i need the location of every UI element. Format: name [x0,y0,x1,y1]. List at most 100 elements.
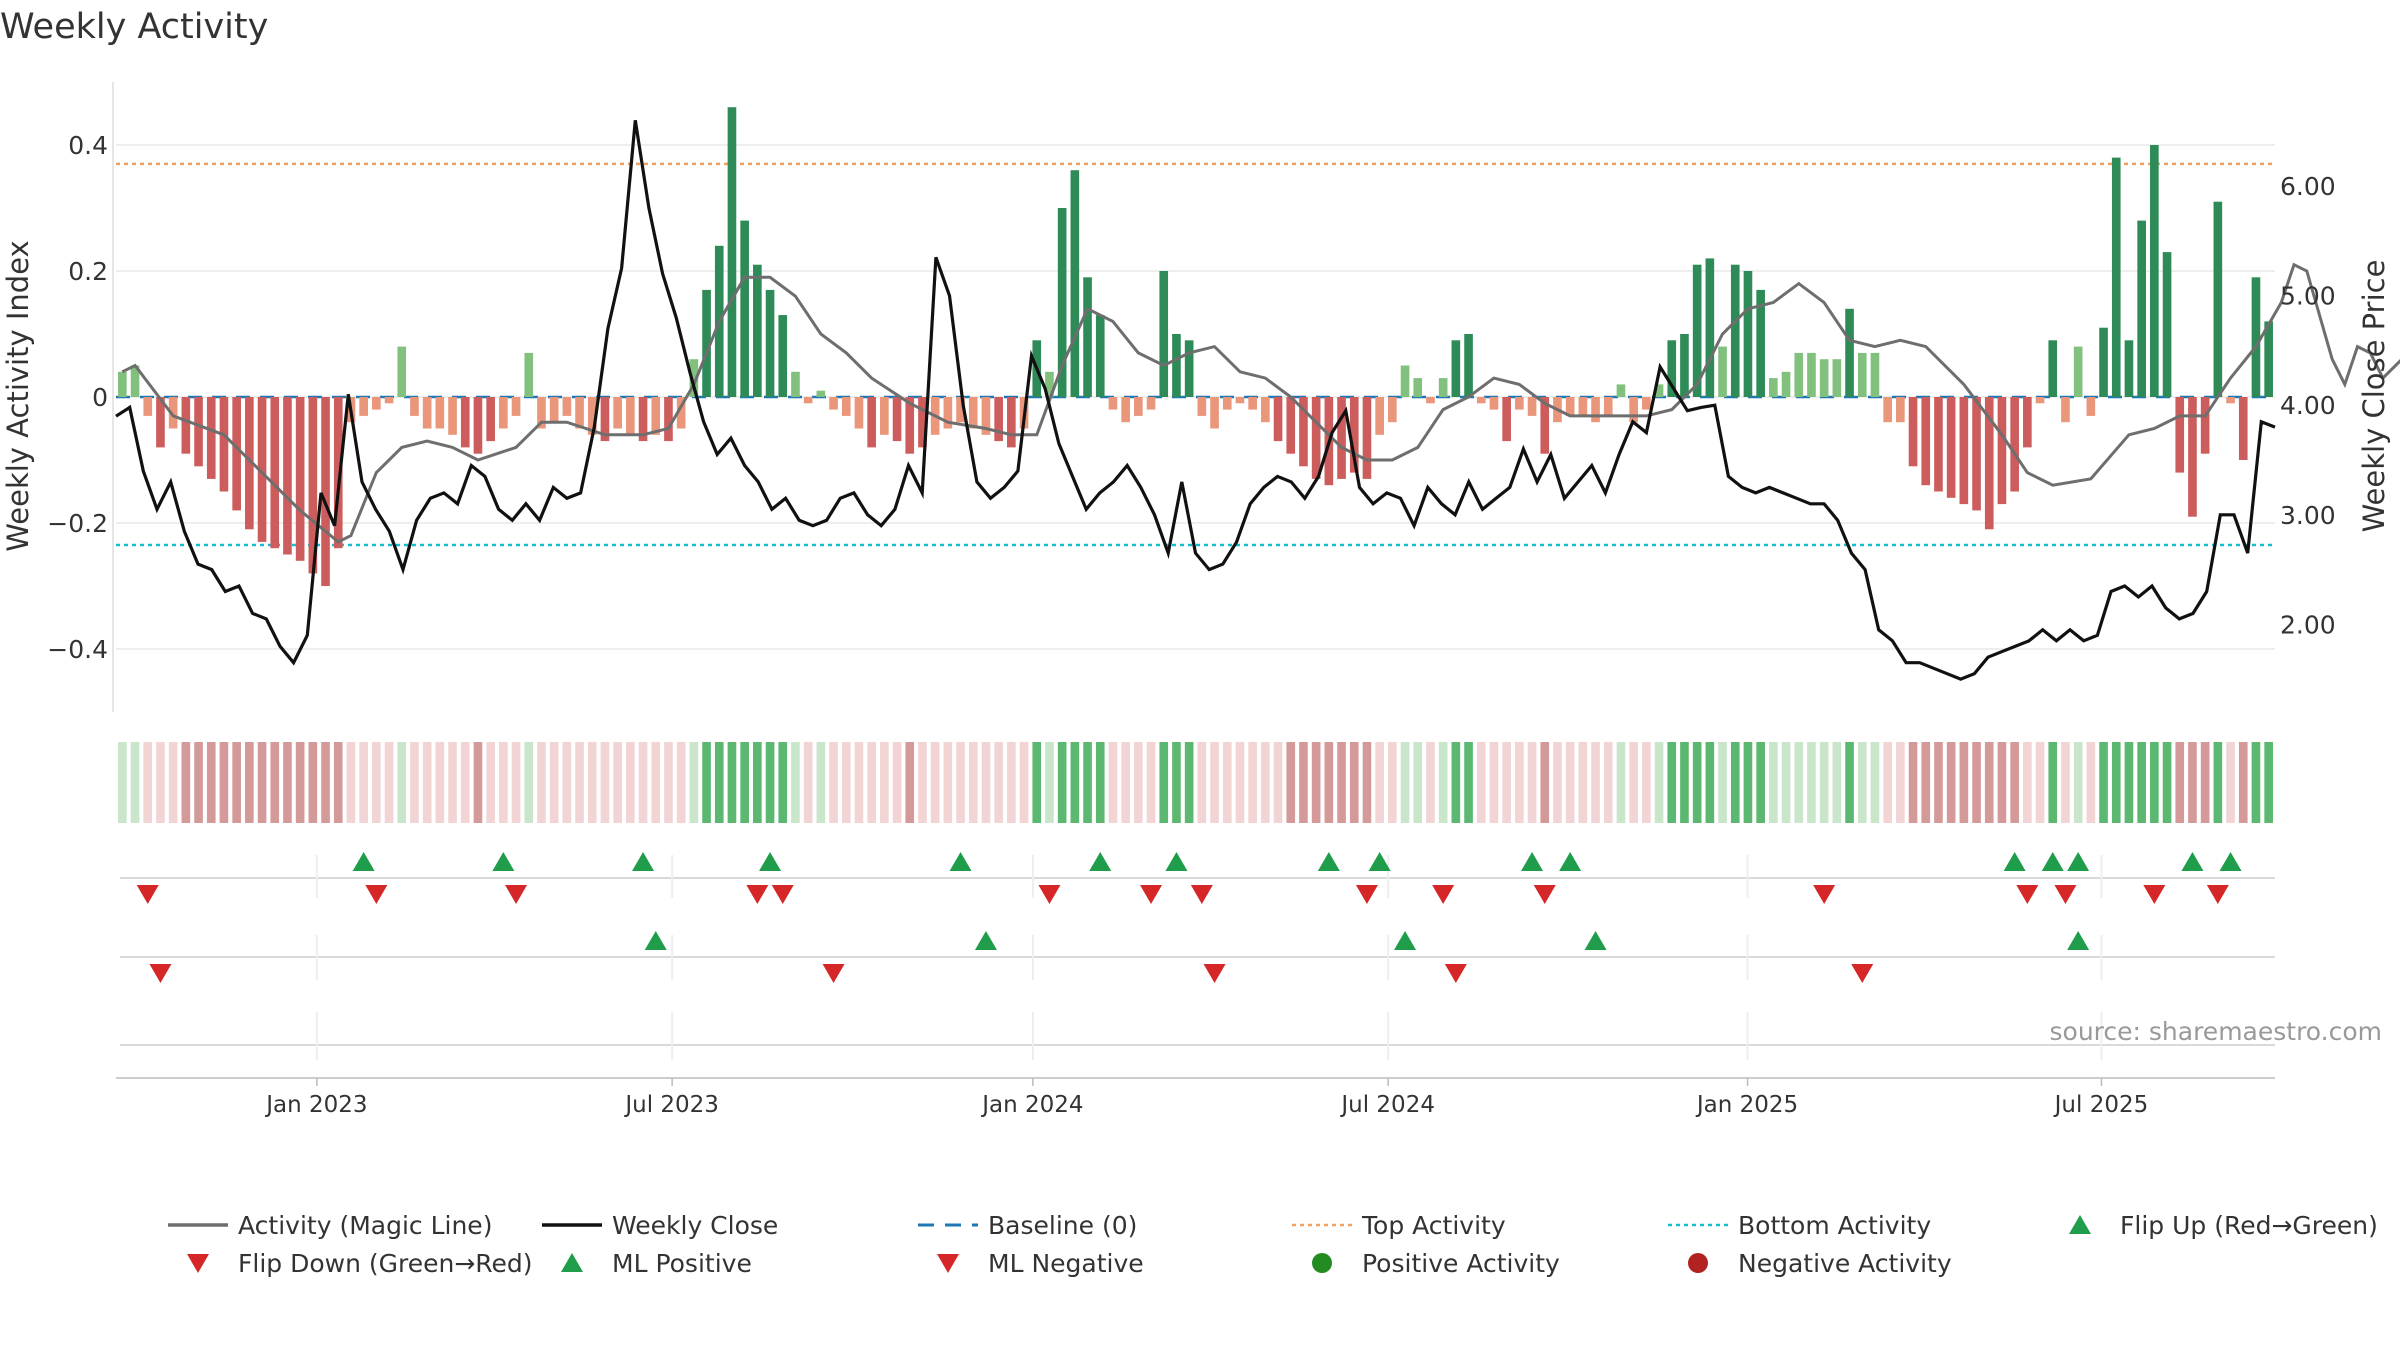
activity-bar [1578,397,1588,416]
strip-cell [778,742,788,823]
flip-up-marker [1089,852,1112,871]
strip-cell [295,742,305,823]
strip-cell [1997,742,2007,823]
strip-cell [206,742,216,823]
strip-cell [1553,742,1562,823]
strip-cell [372,742,381,823]
strip-cell [1197,742,1207,823]
activity-bar [2137,220,2146,397]
strip-cell [194,742,203,823]
strip-cell [2061,742,2070,823]
flip-up-marker [1317,852,1340,871]
strip-cell [1934,742,1943,823]
strip-cell [1349,742,1359,823]
activity-bar [651,397,661,435]
activity-bar [1261,397,1270,423]
strip-cell [486,742,495,823]
activity-bar [1807,352,1816,397]
activity-bar [1997,397,2007,505]
strip-cell [499,742,508,823]
x-tick-label: Jul 2025 [2053,1092,2149,1118]
activity-bar [1781,371,1791,397]
flip-down-marker [2016,885,2039,904]
strip-cell [1019,742,1029,823]
x-tick-label: Jan 2023 [264,1092,367,1118]
strip-cell [448,742,457,823]
activity-bar [1400,365,1410,397]
strip-cell [1083,742,1092,823]
strip-cell [2023,742,2032,823]
activity-bar [2226,397,2235,404]
strip-cell [1273,742,1283,823]
strip-cell [638,742,648,823]
activity-bar [1565,397,1575,416]
activity-bar [422,397,432,429]
strip-cell [2238,742,2248,823]
strip-cell [1286,742,1296,823]
strip-cell [841,742,851,823]
strip-cell [714,742,724,823]
activity-bar [1718,346,1727,397]
x-axis-ticks: Jan 2023 Jul 2023 Jan 2024 Jul 2024 Jan 2025… [264,1078,2148,1118]
activity-bar [880,397,889,435]
activity-bar [1591,397,1600,423]
legend-label: Baseline (0) [988,1211,1137,1240]
activity-bar [956,397,965,423]
strip-cell [2213,742,2223,823]
right-tick-label: 5.00 [2280,282,2336,311]
activity-bar [905,397,915,454]
strip-cell [1515,742,1524,823]
strip-cell [118,742,127,823]
activity-bar [1349,397,1359,473]
activity-bar [1222,397,1232,410]
activity-bar [1375,397,1384,435]
strip-cell [956,742,965,823]
activity-bar [295,397,305,561]
strip-cell [600,742,610,823]
activity-bar [1832,359,1842,397]
strip-cell [1007,742,1016,823]
activity-bar [499,397,508,429]
legend-item: Flip Down (Green→Red) [187,1249,533,1278]
strip-cell [1134,742,1143,823]
legend-label: ML Negative [988,1249,1144,1278]
strip-cell [867,742,876,823]
strip-cell [1248,742,1257,823]
activity-bar [410,397,419,416]
strip-cell [410,742,419,823]
activity-bar [740,220,749,397]
strip-cell [1235,742,1245,823]
strip-cell [283,742,292,823]
strip-cell [1629,742,1638,823]
activity-bar [994,397,1003,442]
activity-bar [753,264,762,397]
strip-cell [1959,742,1969,823]
activity-bar [460,397,470,448]
left-tick-label: 0.2 [68,257,108,286]
activity-bar [1184,340,1194,397]
strip-cell [1845,742,1854,823]
activity-bar [1908,397,1918,467]
activity-bar [587,397,597,435]
activity-bar [1426,397,1435,404]
activity-bar [727,107,737,397]
strip-cell [1172,742,1181,823]
flip-up-marker [1368,852,1391,871]
activity-bar [1413,378,1423,397]
flip-down-marker [746,885,769,904]
activity-bar [562,397,572,416]
ml-positive-marker [2067,931,2090,950]
chart-title: Weekly Activity [0,7,268,47]
activity-bar [867,397,876,448]
activity-bar [384,397,394,404]
strip-cell [968,742,978,823]
ml-positive-marker [974,931,997,950]
activity-bar [1756,289,1765,397]
strip-cell [587,742,597,823]
activity-bar [1070,170,1080,397]
strip-cell [2111,742,2121,823]
strip-cell [791,742,800,823]
activity-bar [1337,397,1346,479]
legend-item: ML Negative [937,1249,1144,1278]
